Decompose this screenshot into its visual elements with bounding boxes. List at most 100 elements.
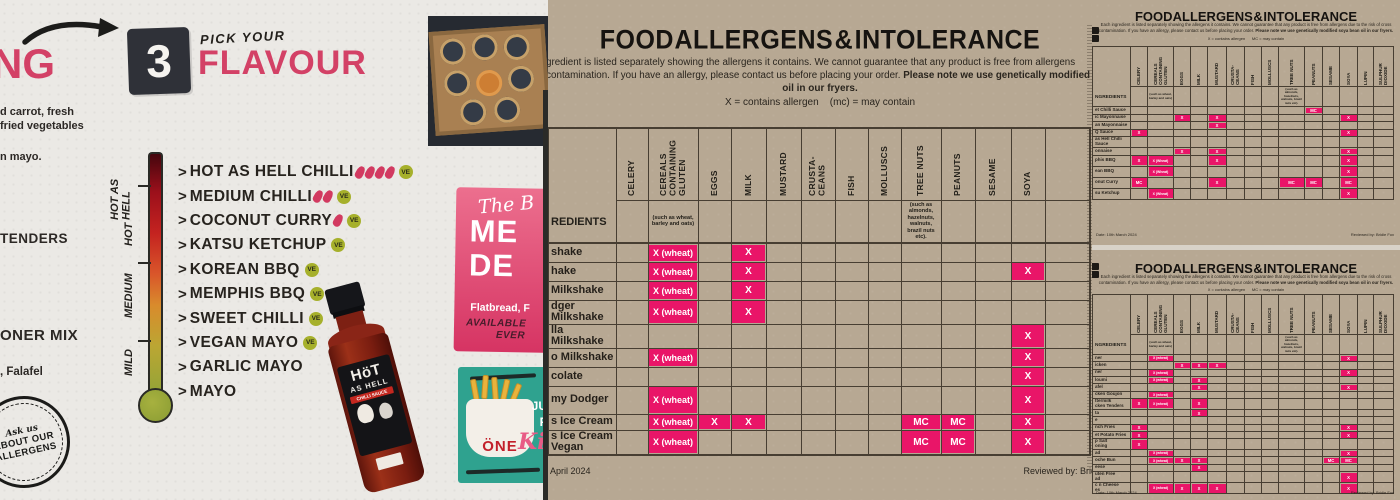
allergen-mark: MC — [902, 431, 940, 454]
cell-sesame — [1322, 482, 1340, 495]
column-note-fish — [834, 199, 869, 244]
chevron-icon: > — [178, 358, 187, 376]
cell-crustaceans — [1226, 165, 1245, 178]
row-label: s Ice Cream Vegan — [548, 429, 617, 456]
cell-extra — [1044, 429, 1091, 456]
food-box-photo — [428, 16, 548, 146]
cell-milk — [1190, 147, 1208, 156]
table-row: et Potato Fries X X — [1092, 430, 1394, 440]
cell-eggs — [697, 242, 732, 263]
cell-mustard — [1207, 416, 1227, 425]
sticker-big-text: ME — [469, 213, 519, 250]
cell-lupin — [1357, 456, 1374, 465]
row-label: ner — [1092, 368, 1131, 378]
cell-milk — [1190, 128, 1208, 138]
cell-sulphur — [1373, 430, 1394, 440]
cell-crustaceans — [1226, 456, 1245, 465]
cell-celery — [615, 347, 649, 368]
cell-peanuts — [940, 366, 976, 387]
vegan-badge: VE — [303, 335, 318, 350]
cell-soya — [1010, 242, 1046, 263]
wrap-photo-item — [502, 33, 531, 61]
cell-treenuts — [900, 366, 942, 387]
logo-fragment — [1092, 26, 1101, 42]
column-header-soya: SOYA — [1339, 294, 1358, 335]
cell-crustaceans — [800, 323, 836, 349]
cell-eggs — [1173, 397, 1191, 410]
column-note-molluscs — [1261, 85, 1279, 108]
cell-fish — [1244, 471, 1262, 484]
cell-milk: X — [1190, 456, 1208, 465]
cell-molluscs — [1261, 136, 1279, 149]
allergen-mark: X — [1012, 325, 1044, 348]
cell-lupin — [1357, 136, 1374, 149]
cardboard-box — [428, 24, 548, 136]
table-row: colate X — [548, 366, 1091, 387]
row-label: ttermilk cken Tenders — [1092, 397, 1131, 410]
cell-treenuts — [1278, 397, 1305, 410]
legend: X = contains allergen MC = may contain — [1207, 36, 1285, 41]
cell-treenuts — [1278, 165, 1305, 178]
cell-lupin — [1357, 354, 1374, 363]
column-note-milk — [1190, 85, 1208, 108]
cell-crustaceans — [800, 299, 836, 325]
cell-peanuts — [940, 385, 976, 415]
cell-extra — [1044, 299, 1091, 325]
cell-eggs — [1173, 416, 1191, 425]
cell-celery — [615, 323, 649, 349]
intro-line-2-bold: Please note we use genetically modified … — [1255, 28, 1394, 33]
cell-soya: X — [1339, 147, 1358, 156]
cell-mustard — [1207, 397, 1227, 410]
cell-fish — [1244, 354, 1262, 363]
cell-soya — [1010, 280, 1046, 301]
column-header-label: TREE NUTS — [1288, 306, 1294, 333]
cell-fish — [834, 242, 869, 263]
cell-treenuts — [1278, 449, 1305, 458]
intro-line-3-bold: oil in our fryers. — [782, 83, 858, 94]
intro-line-1: gredient is listed separately showing th… — [548, 57, 1076, 68]
column-note-eggs — [697, 199, 732, 244]
row-label: e — [1092, 416, 1131, 425]
allergen-mark: X — [1012, 349, 1044, 367]
flavour-item: > MEMPHIS BBQ VE — [178, 282, 413, 306]
cell-celery: X — [1130, 154, 1148, 167]
cell-mustard — [1207, 449, 1227, 458]
cell-fish — [1244, 106, 1262, 115]
cell-cereals: X (wheat) — [1147, 376, 1174, 385]
table-row: Q Sauce X X — [1092, 128, 1394, 138]
allergen-mark: X (wheat) — [1148, 457, 1173, 464]
cell-celery — [1130, 121, 1148, 130]
cell-soya — [1339, 121, 1358, 130]
cell-eggs — [1173, 471, 1191, 484]
allergen-table: NGREDIENTS CELERY CEREALS CONTAINING GLUTE… — [1092, 45, 1394, 200]
cell-fish — [1244, 397, 1262, 410]
cell-crustaceans — [800, 261, 836, 282]
cell-celery — [615, 299, 649, 325]
cell-mustard — [1207, 408, 1227, 418]
row-label: lla Milkshake — [548, 323, 617, 349]
cell-lupin — [1357, 128, 1374, 138]
column-note-sesame — [1322, 85, 1340, 108]
intro-line-2-normal: contamination. If you have an allergy, p… — [1098, 28, 1255, 33]
cell-sesame — [974, 242, 1012, 263]
cell-celery: MC — [1130, 176, 1148, 189]
column-header-sulphur: SULPHUR DIOXIDE — [1373, 294, 1394, 335]
table-row: onnaise X X X — [1092, 147, 1394, 156]
cell-milk: X — [1190, 383, 1208, 392]
cell-sesame — [974, 299, 1012, 325]
flavour-label: VEGAN MAYO — [189, 333, 299, 351]
allergen-mark: MC — [902, 415, 940, 430]
allergen-mark: MC — [942, 431, 974, 454]
cell-celery — [1130, 113, 1148, 123]
column-note-celery — [615, 199, 649, 244]
cell-treenuts — [1278, 390, 1305, 399]
allergen-mark: X — [1208, 122, 1226, 129]
column-header-label: FISH — [845, 175, 856, 197]
cell-crustaceans — [1226, 376, 1245, 385]
column-header-extra — [1044, 127, 1091, 201]
thermometer-tick — [138, 185, 151, 187]
cell-eggs — [697, 280, 732, 301]
cell-sulphur — [1373, 397, 1394, 410]
column-header-label: SOYA — [1345, 72, 1351, 85]
